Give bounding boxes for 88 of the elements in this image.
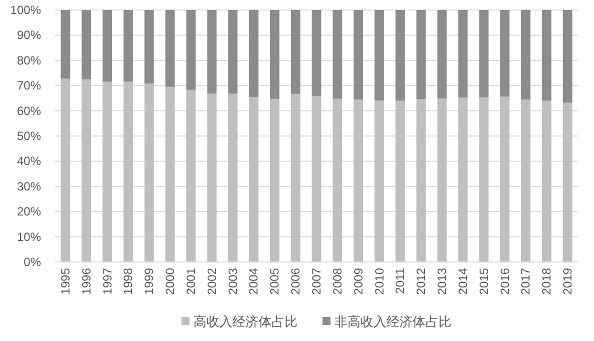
bar xyxy=(60,10,70,79)
x-tick-label: 2017 xyxy=(518,268,533,295)
x-tick-label: 2003 xyxy=(226,268,240,295)
bar xyxy=(354,99,364,262)
bar xyxy=(562,102,572,262)
bar xyxy=(500,10,510,97)
bar xyxy=(437,10,447,98)
bar xyxy=(458,97,468,262)
x-tick-label: 1999 xyxy=(142,268,156,295)
bar xyxy=(290,10,300,94)
bar xyxy=(520,10,530,100)
bar xyxy=(354,10,364,100)
bar xyxy=(416,10,426,100)
legend-label: 非高收入经济体占比 xyxy=(334,314,452,329)
x-tick-label: 2015 xyxy=(476,268,491,295)
bar xyxy=(249,96,258,262)
x-tick-label: 2016 xyxy=(498,268,512,295)
bar xyxy=(374,100,384,262)
bar xyxy=(102,10,112,82)
bar xyxy=(395,100,405,262)
bar xyxy=(228,10,238,94)
x-tick-label: 1998 xyxy=(121,268,136,295)
bar xyxy=(144,10,154,84)
bar xyxy=(270,10,280,99)
x-tick-label: 2012 xyxy=(414,268,428,295)
bar xyxy=(207,94,217,262)
x-tick-label: 2013 xyxy=(435,268,450,295)
bar xyxy=(82,79,92,262)
bar xyxy=(228,94,238,262)
y-tick-label: 10% xyxy=(16,230,42,244)
x-tick-label: 2004 xyxy=(246,268,261,295)
y-tick-label: 70% xyxy=(16,78,42,93)
bar xyxy=(437,98,447,262)
bar xyxy=(395,10,405,101)
bar xyxy=(479,10,489,98)
bar xyxy=(124,82,133,262)
x-tick-label: 2018 xyxy=(540,268,554,295)
legend-label: 高收入经济体占比 xyxy=(194,314,298,329)
x-tick-label: 2011 xyxy=(393,268,408,294)
y-tick-label: 30% xyxy=(16,179,42,194)
bar xyxy=(102,82,112,262)
x-tick-label: 2010 xyxy=(372,268,386,295)
bar xyxy=(186,10,196,90)
bar xyxy=(60,78,70,262)
x-tick-label: 2002 xyxy=(204,268,219,295)
x-tick-label: 1995 xyxy=(58,268,72,295)
bar xyxy=(207,10,217,94)
bar xyxy=(165,10,175,87)
x-tick-label: 2006 xyxy=(288,268,303,295)
y-tick-label: 60% xyxy=(16,104,42,118)
bar xyxy=(270,98,280,262)
bar xyxy=(479,97,489,262)
x-tick-label: 2005 xyxy=(268,268,282,295)
x-tick-label: 2008 xyxy=(330,268,344,295)
bar xyxy=(542,10,552,101)
y-tick-label: 0% xyxy=(24,255,42,269)
bar xyxy=(500,96,510,262)
bar xyxy=(186,90,196,262)
y-tick-label: 80% xyxy=(16,53,42,68)
x-tick-label: 2019 xyxy=(560,268,575,295)
y-tick-label: 20% xyxy=(16,204,42,219)
x-tick-label: 2007 xyxy=(310,268,324,295)
bar xyxy=(374,10,384,100)
x-tick-label: 2000 xyxy=(163,268,178,295)
x-tick-label: 2014 xyxy=(456,268,470,295)
x-tick-label: 2009 xyxy=(351,268,366,295)
bar xyxy=(249,10,258,97)
bar xyxy=(82,10,92,80)
bar xyxy=(416,99,426,262)
bar xyxy=(124,10,133,82)
bar xyxy=(290,94,300,262)
bar xyxy=(562,10,572,103)
bar xyxy=(332,98,342,262)
bar xyxy=(520,99,530,262)
bar xyxy=(332,10,342,99)
y-tick-label: 100% xyxy=(10,3,42,17)
x-tick-label: 2001 xyxy=(184,268,198,295)
bar xyxy=(458,10,468,98)
bar xyxy=(312,96,322,262)
bar xyxy=(144,84,154,262)
y-tick-label: 40% xyxy=(16,154,42,168)
x-tick-label: 1997 xyxy=(100,268,114,295)
bar xyxy=(165,86,175,262)
x-tick-label: 1996 xyxy=(79,268,94,295)
y-tick-label: 50% xyxy=(16,129,42,143)
bar xyxy=(542,100,552,262)
bar xyxy=(312,10,322,96)
y-tick-label: 90% xyxy=(16,28,42,42)
